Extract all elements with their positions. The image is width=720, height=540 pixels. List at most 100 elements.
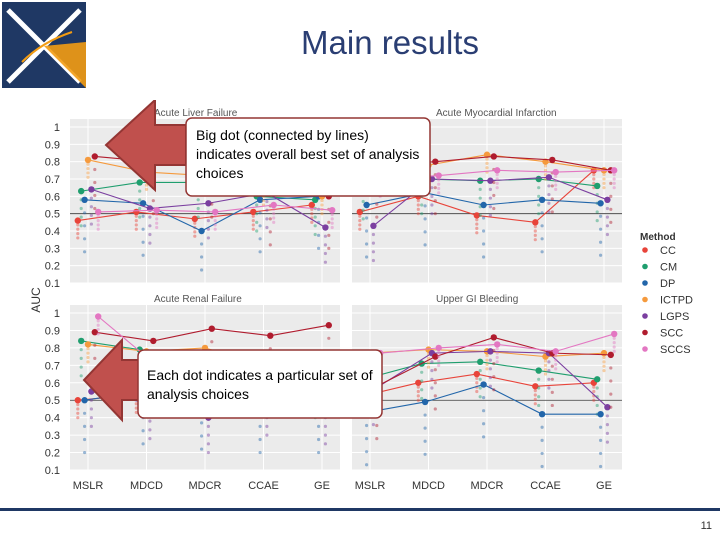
analysis-point xyxy=(482,422,486,426)
analysis-point xyxy=(554,187,558,191)
analysis-point xyxy=(550,364,554,368)
analysis-point xyxy=(423,204,427,208)
analysis-point xyxy=(317,450,321,455)
analysis-point xyxy=(89,222,93,226)
analysis-point xyxy=(609,405,613,409)
analysis-point xyxy=(155,217,159,221)
analysis-point xyxy=(416,199,420,203)
best-point xyxy=(139,200,147,207)
analysis-point xyxy=(96,332,100,336)
analysis-point xyxy=(533,397,537,401)
best-point xyxy=(607,351,614,359)
legend-label: LGPS xyxy=(660,311,689,323)
analysis-point xyxy=(478,377,482,381)
analysis-point xyxy=(213,223,217,227)
y-tick-label: 0.5 xyxy=(45,209,60,221)
page-number: 11 xyxy=(700,520,712,532)
analysis-point xyxy=(200,268,204,272)
y-tick-label: 0.8 xyxy=(45,343,60,355)
analysis-point xyxy=(86,162,90,166)
analysis-point xyxy=(478,395,482,399)
analysis-point xyxy=(540,438,544,442)
analysis-point xyxy=(96,319,100,323)
analysis-point xyxy=(138,215,142,219)
analysis-point xyxy=(599,464,603,469)
analysis-point xyxy=(251,219,255,223)
analysis-point xyxy=(265,225,269,230)
analysis-point xyxy=(89,205,93,209)
analysis-point xyxy=(423,413,427,417)
analysis-point xyxy=(423,452,427,456)
analysis-point xyxy=(358,227,362,231)
analysis-point xyxy=(605,206,610,211)
analysis-point xyxy=(200,242,204,246)
analysis-point xyxy=(537,403,541,408)
analysis-point xyxy=(612,186,616,190)
analysis-point xyxy=(79,215,83,219)
analysis-point xyxy=(272,212,276,216)
best-point xyxy=(611,167,618,174)
analysis-point xyxy=(599,425,603,429)
best-point xyxy=(532,219,539,226)
analysis-point xyxy=(138,198,142,202)
analysis-point xyxy=(423,230,427,234)
analysis-point xyxy=(430,360,434,364)
analysis-point xyxy=(210,340,214,344)
analysis-point xyxy=(138,189,142,193)
results-figure: Acute Liver Failure Acute Myocardial Infa… xyxy=(29,100,693,492)
analysis-point xyxy=(592,385,596,389)
analysis-point xyxy=(76,407,80,411)
analysis-point xyxy=(416,207,420,211)
analysis-point xyxy=(482,216,486,220)
analysis-point xyxy=(330,212,334,217)
analysis-point xyxy=(317,437,321,442)
y-tick-label: 0.3 xyxy=(45,430,60,442)
analysis-point xyxy=(602,181,606,185)
best-point xyxy=(597,200,604,207)
analysis-point xyxy=(475,222,479,226)
analysis-point xyxy=(475,226,479,230)
analysis-point xyxy=(540,211,544,215)
y-tick-label: 1 xyxy=(54,122,60,134)
y-axis-label: AUC xyxy=(29,287,43,313)
analysis-point xyxy=(89,416,93,420)
callout-arrow-top xyxy=(104,100,187,193)
best-point xyxy=(490,153,497,160)
analysis-point xyxy=(420,203,424,207)
analysis-point xyxy=(437,186,441,191)
analysis-point xyxy=(540,464,544,469)
analysis-point xyxy=(495,351,499,355)
analysis-point xyxy=(330,225,334,230)
analysis-point xyxy=(76,223,80,227)
analysis-point xyxy=(141,253,145,257)
analysis-point xyxy=(371,423,375,427)
analysis-point xyxy=(313,232,317,237)
y-tick-label: 0.1 xyxy=(45,465,60,477)
analysis-point xyxy=(488,213,492,217)
best-point xyxy=(421,398,429,406)
analysis-point xyxy=(533,238,537,242)
analysis-point xyxy=(554,358,558,362)
analysis-point xyxy=(595,403,599,408)
analysis-point xyxy=(196,215,200,219)
analysis-point xyxy=(323,234,327,238)
best-point xyxy=(74,397,82,404)
analysis-point xyxy=(605,224,610,228)
analysis-point xyxy=(488,196,492,200)
analysis-point xyxy=(595,219,599,223)
analysis-point xyxy=(482,409,486,413)
analysis-point xyxy=(554,174,558,178)
analysis-point xyxy=(86,355,90,360)
analysis-point xyxy=(550,377,554,381)
analysis-point xyxy=(89,398,93,402)
analysis-point xyxy=(320,199,324,203)
analysis-point xyxy=(83,424,87,428)
legend-label: ICTPD xyxy=(660,295,693,307)
analysis-point xyxy=(79,374,83,378)
analysis-point xyxy=(272,216,276,220)
analysis-point xyxy=(437,178,441,182)
analysis-point xyxy=(317,424,321,428)
analysis-point xyxy=(268,230,272,234)
analysis-point xyxy=(488,367,492,371)
legend-label: SCCS xyxy=(660,344,691,356)
